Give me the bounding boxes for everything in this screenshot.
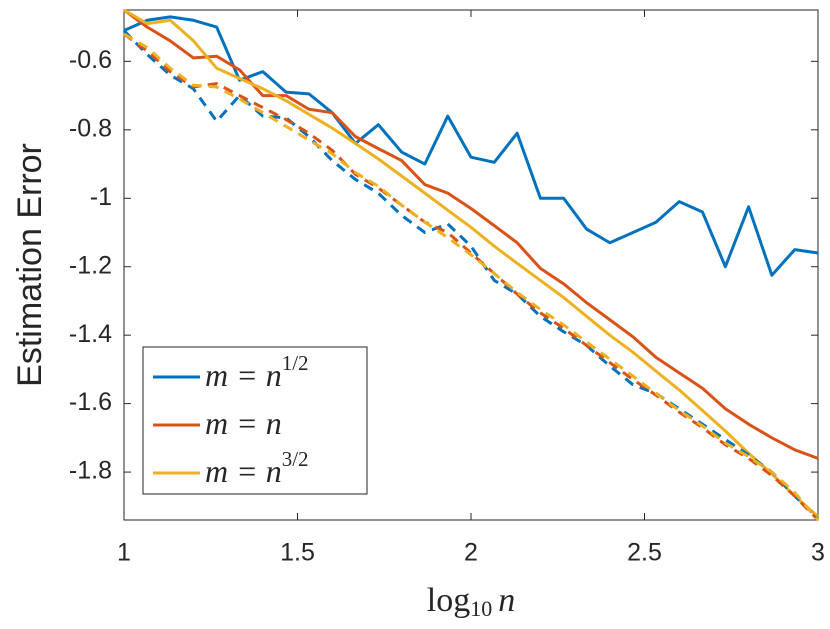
legend-exponent: 3/2 [282, 447, 309, 471]
dashed-line [123, 32, 820, 521]
line [123, 15, 819, 277]
x-tick-label: 2.5 [627, 539, 662, 567]
legend-exponent: 1/2 [282, 351, 309, 375]
x-label-var: n [498, 582, 515, 619]
x-axis-label: log10 n [427, 582, 515, 621]
dashed-line [123, 32, 820, 522]
legend-label: m = n [205, 405, 282, 441]
y-tick-label: -0.8 [69, 114, 112, 142]
y-tick-label: -1 [90, 183, 112, 211]
y-tick-label: -1.4 [69, 320, 112, 348]
legend-label: m = n3/2 [205, 447, 309, 490]
legend-label: m = n1/2 [205, 351, 309, 394]
x-tick-label: 1 [117, 539, 131, 567]
y-tick-label: -1.6 [69, 388, 112, 416]
x-tick-label: 1.5 [280, 539, 315, 567]
legend-name: m = n [205, 453, 282, 489]
line [123, 8, 819, 460]
x-label-base: log [427, 582, 470, 619]
y-tick-label: -0.6 [69, 46, 112, 74]
y-axis-label: Estimation Error [11, 143, 49, 387]
line [123, 8, 819, 518]
x-label-sub: 10 [470, 596, 492, 621]
legend [142, 346, 368, 495]
y-tick-label: -1.2 [69, 251, 112, 279]
y-tick-label: -1.8 [69, 457, 112, 485]
legend-name: m = n [205, 405, 282, 441]
legend-name: m = n [205, 357, 282, 393]
x-tick-label: 3 [811, 539, 825, 567]
x-tick-label: 2 [464, 539, 478, 567]
